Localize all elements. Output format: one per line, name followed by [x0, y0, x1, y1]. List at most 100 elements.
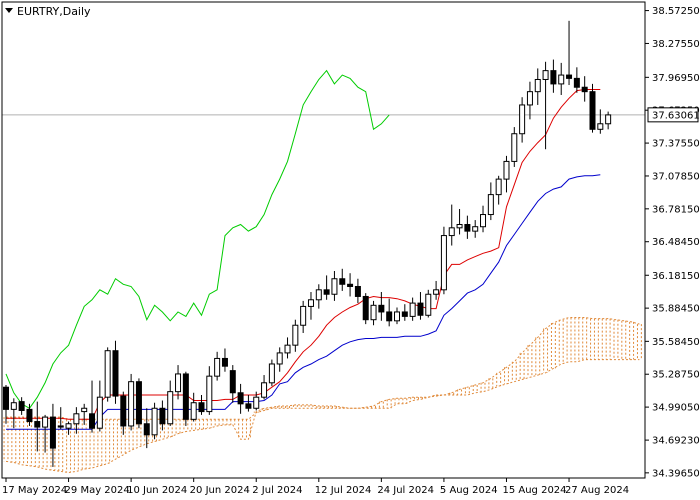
y-tick-label: 37.37550 [652, 139, 700, 150]
candle-body-up [65, 423, 72, 429]
candle [339, 268, 346, 291]
candle [268, 359, 275, 387]
candle [394, 307, 400, 325]
candle [135, 378, 142, 429]
candle-body-down [237, 392, 244, 405]
candle-body-up [370, 304, 377, 321]
candle [245, 394, 252, 412]
candle-body-up [300, 305, 307, 326]
candle [143, 408, 150, 449]
candle [542, 61, 549, 150]
candle [292, 319, 299, 352]
candle-body-down [245, 403, 252, 409]
candle [198, 394, 205, 415]
candle-body-up [253, 396, 260, 409]
candle [96, 380, 103, 432]
candle-body-down [229, 370, 236, 394]
candle-body-up [433, 289, 440, 295]
candle-body-down [221, 357, 228, 367]
candle [300, 300, 307, 333]
candle [558, 62, 565, 95]
senkou-span-a-line [5, 317, 640, 474]
candle [26, 403, 33, 426]
candle [401, 304, 408, 321]
candle [229, 365, 236, 403]
x-tick-label: 20 Jun 2024 [190, 485, 250, 496]
candle-body-up [331, 278, 338, 295]
candle-body-up [503, 160, 510, 180]
candle [495, 175, 502, 205]
candle-body-down [566, 74, 573, 79]
candle [10, 398, 17, 429]
candle [81, 403, 88, 425]
candle-body-up [307, 299, 314, 307]
candle-body-up [558, 74, 565, 85]
candle-body-down [18, 401, 25, 411]
candle [104, 347, 111, 402]
candle-body-down [323, 289, 330, 295]
candle [65, 421, 72, 435]
y-tick-label: 35.28750 [652, 370, 700, 381]
chikou-line [5, 69, 390, 409]
candle [354, 278, 361, 304]
candle [456, 209, 463, 235]
candle [526, 81, 533, 120]
candle-body-down [49, 416, 56, 449]
y-tick-label: 36.18150 [652, 271, 700, 282]
candle [464, 215, 471, 239]
candle-body-up [284, 344, 291, 354]
candle [566, 20, 573, 86]
y-tick-label: 34.39650 [652, 468, 700, 479]
candle-body-up [175, 373, 182, 393]
candle [73, 407, 80, 434]
candle-body-up [73, 413, 80, 425]
candle-body-down [417, 302, 424, 316]
candle [206, 366, 213, 415]
candle [597, 109, 604, 134]
kijun-line [6, 174, 601, 430]
candle [370, 300, 377, 326]
candle-body-up [456, 224, 463, 229]
candle-body-down [57, 425, 64, 428]
plot-frame [1, 1, 646, 479]
candle-body-up [42, 416, 49, 428]
candle-body-down [135, 381, 142, 425]
candle-body-up [394, 311, 400, 322]
candle-body-up [104, 350, 111, 398]
y-tick-label: 36.48450 [652, 237, 700, 248]
candle-body-up [511, 133, 518, 162]
x-tick-label: 10 Jun 2024 [127, 485, 187, 496]
candle [433, 280, 440, 300]
candle [425, 289, 432, 318]
candle-body-up [472, 226, 479, 232]
candle [417, 292, 424, 320]
candle [378, 292, 385, 321]
candlesticks [3, 20, 612, 467]
candle-body-up [409, 302, 416, 317]
candle [159, 400, 166, 431]
candle [315, 284, 322, 309]
y-tick-label: 38.57250 [652, 6, 700, 17]
candle [440, 226, 447, 295]
candle-body-up [128, 381, 135, 427]
candle [18, 397, 25, 415]
candle-body-up [519, 104, 526, 135]
candle-body-down [354, 285, 361, 297]
candle [42, 414, 49, 453]
candle [34, 401, 41, 452]
candle-body-down [120, 395, 127, 427]
candle-body-down [198, 402, 205, 413]
candle [284, 337, 291, 359]
candle-body-up [96, 396, 103, 429]
candle-body-down [362, 295, 369, 321]
candle-body-up [151, 407, 158, 436]
symbol-title: EURTRY,Daily [5, 5, 91, 18]
candle-body-down [581, 86, 588, 93]
symbol-label: EURTRY,Daily [17, 5, 91, 18]
candle-body-down [26, 408, 33, 423]
candle [57, 407, 64, 430]
candle [511, 127, 518, 167]
candle-body-down [34, 421, 41, 428]
x-tick-label: 29 May 2024 [65, 485, 130, 496]
